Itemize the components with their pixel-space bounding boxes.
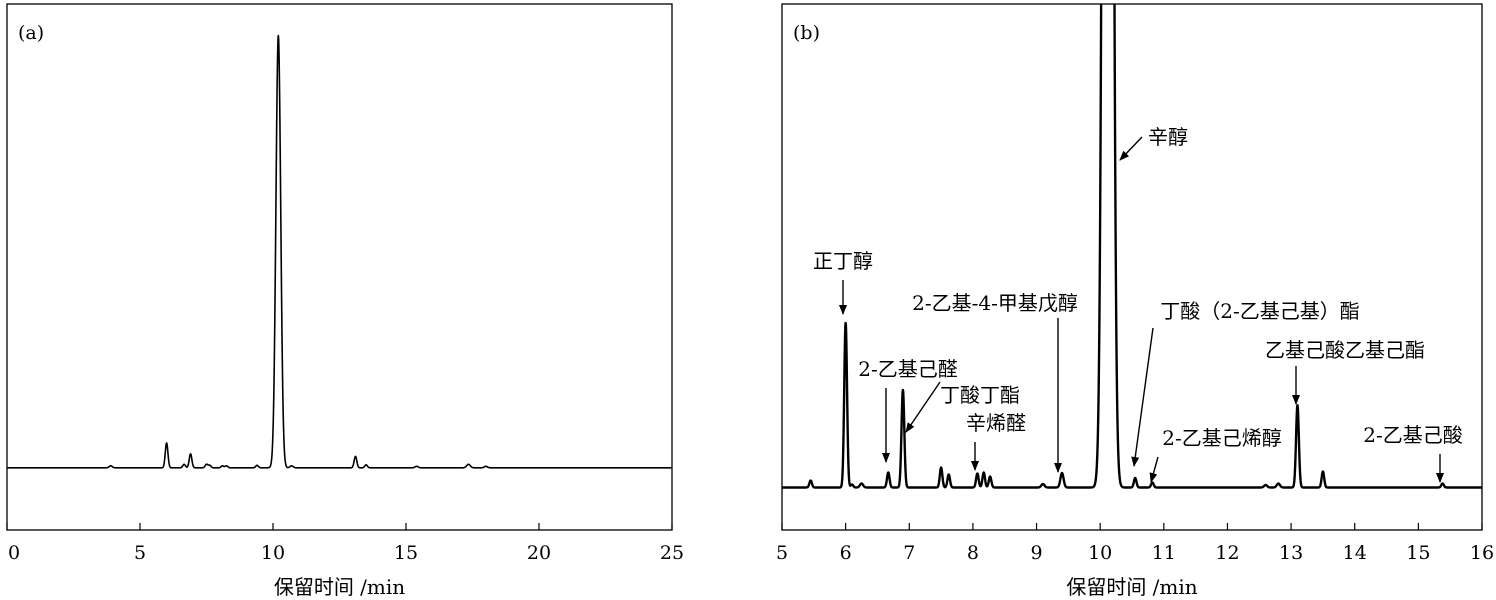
- x-axis-label: 保留时间 /min: [274, 575, 405, 599]
- peak-annotation-label: 2-乙基己酸: [1363, 423, 1462, 447]
- panel-label: (b): [793, 22, 820, 44]
- peak-annotation-label: 辛烯醛: [966, 411, 1026, 435]
- x-tick-label: 9: [1030, 542, 1042, 564]
- chromatogram-trace: [782, 4, 1482, 489]
- x-tick-label: 16: [1470, 542, 1494, 564]
- peak-annotation-arrow: [1119, 136, 1143, 161]
- peak-annotation-arrow: [1131, 327, 1154, 467]
- x-tick-label: 10: [261, 542, 285, 564]
- x-tick-label: 0: [8, 542, 20, 564]
- peak-annotation-label: 正丁醇: [813, 249, 873, 273]
- x-tick-label: 15: [394, 542, 418, 564]
- x-tick-label: 12: [1215, 542, 1239, 564]
- x-tick-label: 8: [967, 542, 979, 564]
- panel-label: (a): [18, 22, 44, 44]
- x-tick-label: 11: [1152, 542, 1176, 564]
- x-tick-label: 20: [527, 542, 551, 564]
- plot-frame: [6, 3, 673, 531]
- x-tick-label: 15: [1406, 542, 1430, 564]
- peak-annotation-label: 丁酸丁酯: [940, 383, 1020, 407]
- peak-annotation-label: 2-乙基-4-甲基戊醇: [912, 291, 1078, 315]
- peak-annotation-label: 丁酸（2-乙基己基）酯: [1160, 299, 1359, 323]
- x-tick-label: 5: [134, 542, 146, 564]
- peak-annotation-label: 2-乙基己醛: [858, 357, 957, 381]
- peak-annotation-arrow: [1149, 456, 1159, 483]
- x-axis-label: 保留时间 /min: [1066, 575, 1197, 599]
- x-tick-label: 14: [1343, 542, 1367, 564]
- x-tick-label: 13: [1279, 542, 1303, 564]
- x-tick-label: 5: [776, 542, 788, 564]
- chromatogram-trace: [7, 34, 672, 469]
- x-tick-label: 10: [1088, 542, 1112, 564]
- chart-panel-b: 5 6 7 8 9 10 11 12 13 14 15 16 保留时间 /min (b) 正丁醇 2-乙基己醛…: [776, 3, 1494, 599]
- plot-frame: [781, 3, 1483, 531]
- peak-annotation-label: 辛醇: [1148, 125, 1188, 149]
- peak-annotation-label: 2-乙基己烯醇: [1162, 426, 1281, 450]
- x-tick-label: 25: [660, 542, 684, 564]
- x-tick-label: 6: [840, 542, 852, 564]
- chart-panel-a: 0 5 10 15 20 25 保留时间 /min (a): [6, 3, 684, 599]
- peak-annotation-label: 乙基己酸乙基己酯: [1265, 338, 1425, 362]
- x-tick-label: 7: [903, 542, 915, 564]
- peak-annotation-arrow: [905, 381, 941, 433]
